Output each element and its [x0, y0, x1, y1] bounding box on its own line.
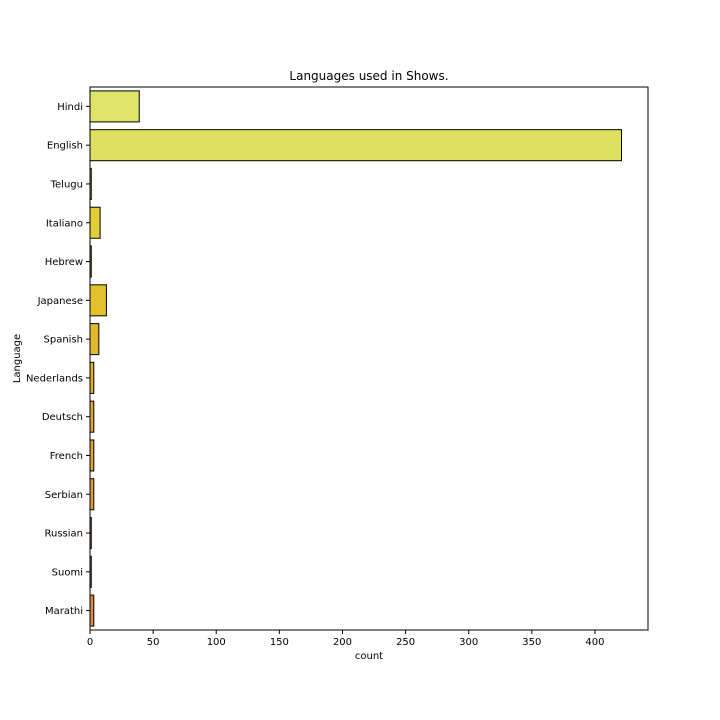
bar-deutsch	[89, 400, 95, 433]
y-tick-label: Russian	[44, 529, 83, 540]
y-tick-label: Telugu	[50, 179, 83, 190]
x-axis-title: count	[355, 651, 383, 662]
bar-nederlands	[89, 361, 95, 394]
bars-group	[89, 90, 622, 627]
bar-english	[89, 129, 622, 162]
y-tick-label: Spanish	[44, 335, 84, 346]
chart-title: Languages used in Shows.	[289, 69, 448, 83]
y-tick-label: Japanese	[37, 296, 83, 307]
y-tick-label: Marathi	[45, 606, 83, 617]
bar-marathi	[89, 594, 95, 627]
y-tick-label: Hindi	[57, 102, 83, 113]
x-tick-label: 150	[270, 637, 289, 648]
y-tick-label: Serbian	[45, 490, 83, 501]
y-tick-label: Hebrew	[45, 257, 83, 268]
x-ticks-group: 0 50 100 150 200 250 300 350 400	[87, 630, 605, 648]
bar-spanish	[89, 323, 100, 356]
x-tick-label: 200	[333, 637, 352, 648]
bar-japanese	[89, 284, 107, 317]
x-tick-label: 100	[207, 637, 226, 648]
y-tick-label: French	[50, 451, 83, 462]
y-ticks-group: Hindi English Telugu Italiano Hebrew Japanese…	[26, 102, 90, 617]
x-tick-label: 300	[459, 637, 478, 648]
bar-french	[89, 439, 95, 472]
y-tick-label: Italiano	[46, 218, 83, 229]
y-axis-title: Language	[12, 334, 23, 383]
y-tick-label: Suomi	[52, 567, 83, 578]
x-tick-label: 0	[87, 637, 93, 648]
x-tick-label: 250	[396, 637, 415, 648]
x-tick-label: 400	[585, 637, 604, 648]
y-tick-label: Deutsch	[42, 412, 83, 423]
x-tick-label: 350	[522, 637, 541, 648]
y-tick-label: Nederlands	[26, 373, 83, 384]
bar-serbian	[89, 478, 95, 511]
y-tick-label: English	[47, 141, 83, 152]
bar-hindi	[89, 90, 140, 123]
x-tick-label: 50	[147, 637, 160, 648]
plot-frame	[89, 86, 649, 631]
bar-italiano	[89, 206, 101, 239]
